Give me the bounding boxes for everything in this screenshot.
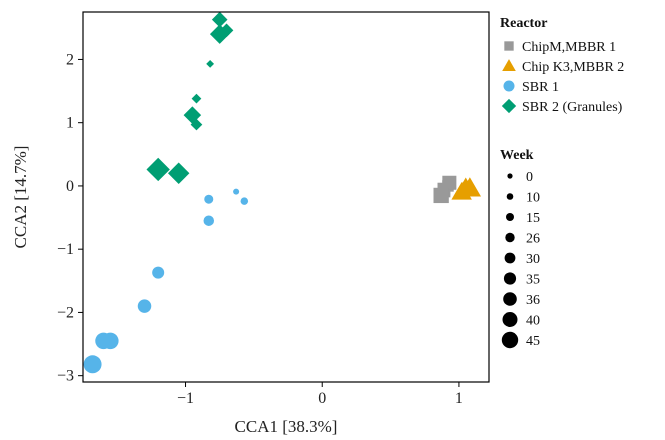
legend-reactor-label: SBR 2 (Granules): [522, 100, 623, 115]
data-point: [83, 355, 102, 374]
legend-week-label: 10: [526, 191, 540, 206]
legend-week-key: [503, 292, 517, 306]
series-circle: [83, 188, 249, 374]
axes: −1 0 1 −3 −2 −1 0 1 2: [57, 11, 490, 407]
data-point: [146, 157, 170, 182]
legend: Reactor Week ChipM,MBBR 1 Chip K3,MBBR 2 S…: [500, 16, 624, 349]
y-tick-label: 2: [66, 51, 74, 68]
legend-week-label: 35: [526, 273, 540, 288]
legend-reactor-key: [501, 98, 517, 114]
x-axis-title: CCA1 [38.3%]: [235, 417, 338, 436]
plot-area: [83, 11, 482, 374]
legend-week-label: 36: [526, 293, 540, 308]
data-point: [95, 332, 112, 350]
y-tick-label: −1: [57, 241, 74, 258]
y-tick-label: 1: [66, 115, 74, 132]
data-point: [191, 93, 202, 104]
data-point: [458, 177, 482, 197]
y-tick-label: 0: [66, 178, 74, 195]
legend-week-key: [506, 193, 514, 200]
legend-reactor-label: ChipM,MBBR 1: [522, 40, 616, 55]
data-point: [203, 215, 215, 226]
series-triangle: [451, 177, 482, 200]
data-point: [183, 106, 202, 124]
legend-week-key: [504, 252, 516, 264]
legend-week-label: 26: [526, 232, 540, 247]
data-point: [240, 197, 249, 205]
x-tick-label: 1: [455, 390, 463, 407]
y-tick-label: −2: [57, 304, 74, 321]
legend-week-key: [503, 272, 517, 285]
x-tick-label: −1: [177, 390, 194, 407]
data-point: [204, 194, 214, 204]
data-point: [152, 266, 165, 279]
legend-week-title: Week: [500, 148, 534, 163]
data-point: [209, 24, 230, 44]
legend-reactor-title: Reactor: [500, 16, 547, 31]
legend-week-label: 15: [526, 211, 540, 226]
legend-reactor-label: Chip K3,MBBR 2: [522, 60, 624, 75]
y-axis-title: CCA2 [14.7%]: [11, 146, 30, 249]
data-point: [433, 187, 449, 204]
y-tick-label: −3: [57, 368, 74, 385]
data-point: [442, 175, 457, 190]
data-point: [137, 299, 152, 313]
legend-week-label: 45: [526, 334, 540, 349]
x-tick-label: 0: [318, 390, 326, 407]
legend-week-key: [505, 232, 515, 243]
legend-week-key: [506, 213, 514, 221]
series-diamond: [146, 11, 234, 185]
legend-week-key: [507, 173, 513, 179]
legend-week-label: 0: [526, 170, 533, 185]
data-point: [211, 11, 228, 28]
data-point: [206, 59, 215, 68]
legend-reactor-key: [504, 41, 514, 51]
legend-week-label: 30: [526, 252, 540, 267]
legend-reactor-key: [502, 59, 516, 71]
series-square: [433, 175, 457, 204]
legend-week-key: [501, 331, 519, 349]
legend-week-key: [502, 312, 518, 327]
data-point: [167, 162, 190, 185]
legend-reactor-key: [503, 80, 515, 92]
data-point: [233, 188, 240, 195]
plot-frame: [82, 11, 490, 383]
legend-reactor-label: SBR 1: [522, 80, 559, 95]
legend-week-label: 40: [526, 314, 540, 329]
